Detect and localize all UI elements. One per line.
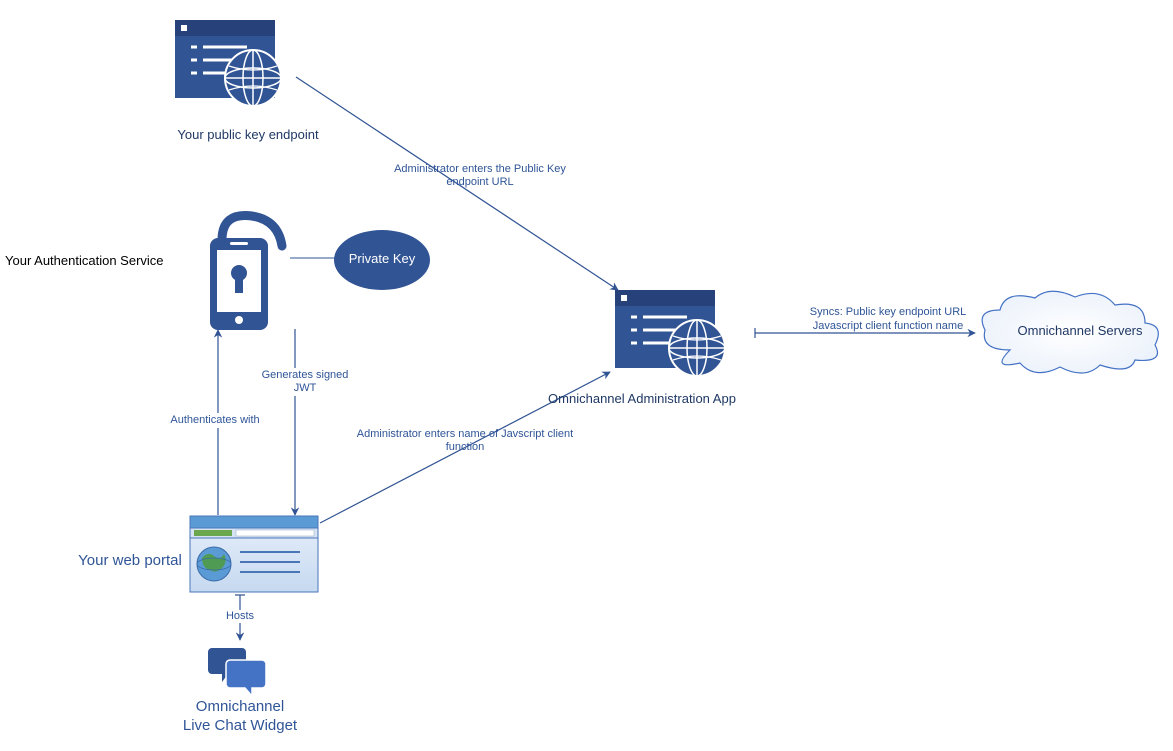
- node-chat-widget: [208, 648, 266, 696]
- label-chat-widget: Omnichannel Live Chat Widget: [155, 698, 325, 736]
- node-web-portal: [190, 516, 318, 592]
- label-auth-service: Your Authentication Service: [5, 253, 205, 268]
- label-private-key: Private Key: [332, 251, 432, 266]
- edge-label-jsfunc: Administrator enters name of Javscript c…: [355, 428, 575, 454]
- label-omni-servers: Omnichannel Servers: [995, 323, 1165, 338]
- edge-label-jwt: Generates signed JWT: [255, 368, 355, 396]
- architecture-diagram: [0, 0, 1173, 751]
- label-omni-admin: Omnichannel Administration App: [522, 391, 762, 406]
- edge-label-syncs: Syncs: Public key endpoint URL Javascrip…: [788, 306, 988, 334]
- node-auth-service: [210, 216, 282, 331]
- edge-label-auth: Authenticates with: [150, 413, 280, 428]
- edge-label-hosts: Hosts: [210, 610, 270, 623]
- label-public-key: Your public key endpoint: [148, 127, 348, 142]
- edge-label-pubkey: Administrator enters the Public Key endp…: [380, 163, 580, 189]
- label-web-portal: Your web portal: [65, 552, 195, 569]
- node-omni-admin: [615, 290, 725, 376]
- node-public-key-endpoint: [175, 20, 281, 106]
